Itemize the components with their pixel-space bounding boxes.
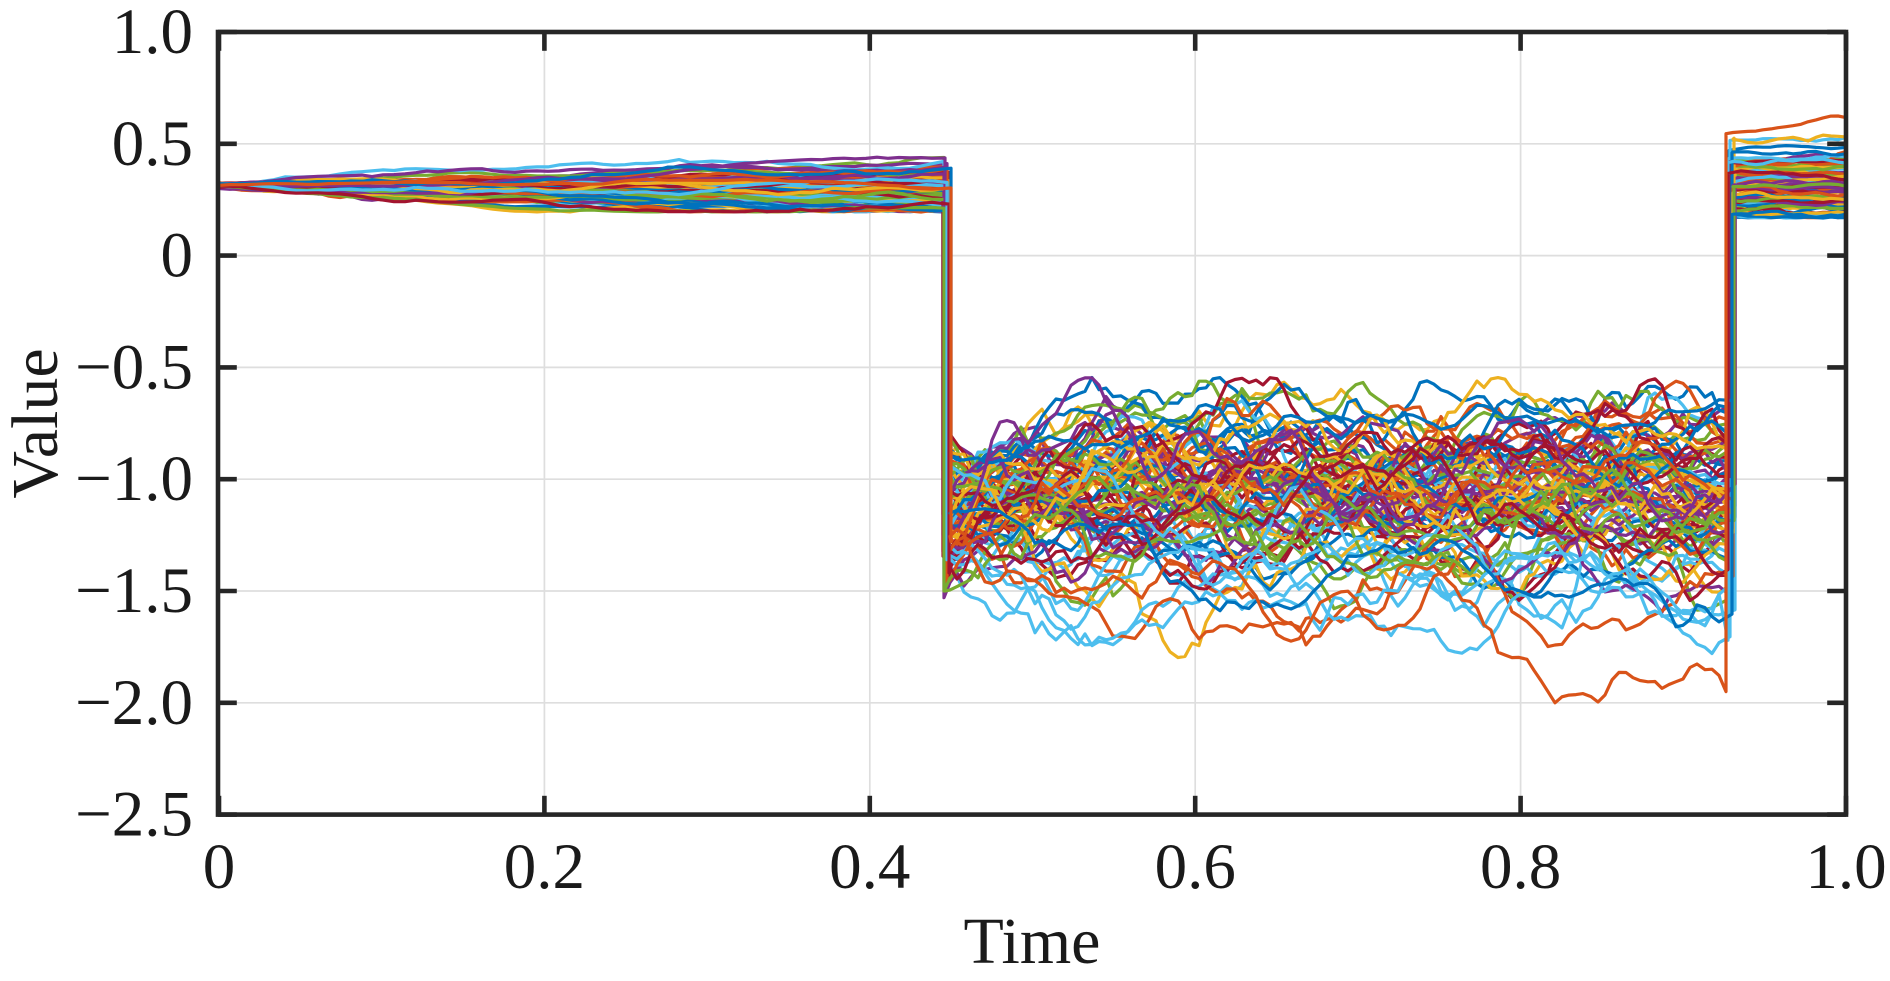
svg-text:−1.5: −1.5 (75, 555, 193, 627)
svg-text:0.4: 0.4 (829, 831, 910, 903)
svg-text:−1.0: −1.0 (75, 443, 193, 515)
svg-text:Value: Value (0, 348, 72, 498)
svg-text:0.6: 0.6 (1155, 831, 1236, 903)
svg-text:0.2: 0.2 (504, 831, 585, 903)
svg-text:1.0: 1.0 (1805, 831, 1886, 903)
svg-text:0: 0 (161, 220, 194, 292)
svg-text:−0.5: −0.5 (75, 331, 193, 403)
svg-text:0: 0 (203, 831, 236, 903)
svg-text:Time: Time (964, 905, 1101, 978)
svg-text:0.8: 0.8 (1480, 831, 1561, 903)
svg-text:1.0: 1.0 (112, 0, 193, 68)
svg-text:0.5: 0.5 (112, 108, 193, 180)
svg-text:−2.0: −2.0 (75, 667, 193, 739)
svg-text:−2.5: −2.5 (75, 779, 193, 851)
